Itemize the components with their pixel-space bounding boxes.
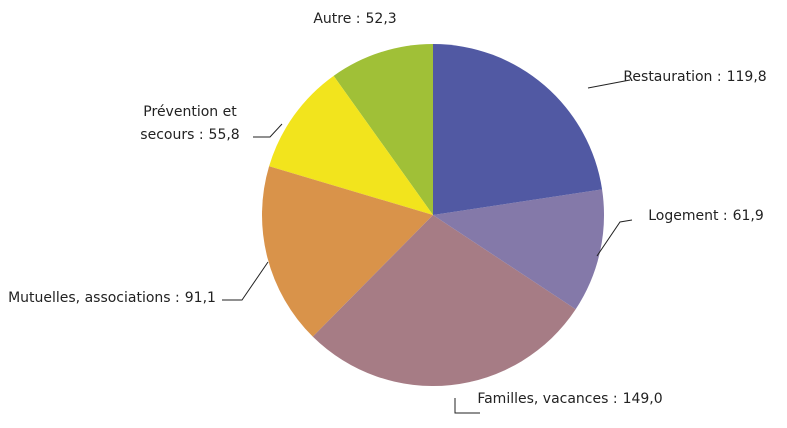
slice-label: Logement :61,9 (636, 205, 776, 228)
category-label: Familles, vacances : (477, 391, 618, 407)
value-label: 119,8 (726, 69, 767, 85)
leader-line (222, 261, 269, 301)
value-label: 149,0 (622, 391, 663, 407)
leader-line (253, 123, 283, 138)
slice (333, 44, 433, 215)
category-label: Logement : (648, 208, 728, 224)
category-label: Restauration : (623, 69, 722, 85)
category-label: Prévention et secours : (140, 104, 237, 143)
slice-label: Prévention et secours :55,8 (120, 101, 260, 147)
slice-label: Familles, vacances :149,0 (470, 388, 670, 411)
leader-line (587, 79, 631, 89)
slice-label: Mutuelles, associations :91,1 (0, 287, 224, 310)
slice (312, 215, 576, 386)
leader-line (454, 398, 480, 414)
value-label: 91,1 (184, 290, 216, 306)
slice (433, 189, 605, 310)
slice (261, 166, 433, 337)
slice-label: Autre :52,3 (300, 8, 410, 31)
category-label: Mutuelles, associations : (8, 290, 180, 306)
value-label: 61,9 (732, 208, 764, 224)
slice-label: Restauration :119,8 (620, 66, 770, 89)
value-label: 52,3 (365, 11, 397, 27)
slice (269, 75, 433, 215)
slice (433, 44, 603, 215)
leader-line (596, 219, 633, 257)
value-label: 55,8 (208, 127, 240, 143)
category-label: Autre : (313, 11, 361, 27)
